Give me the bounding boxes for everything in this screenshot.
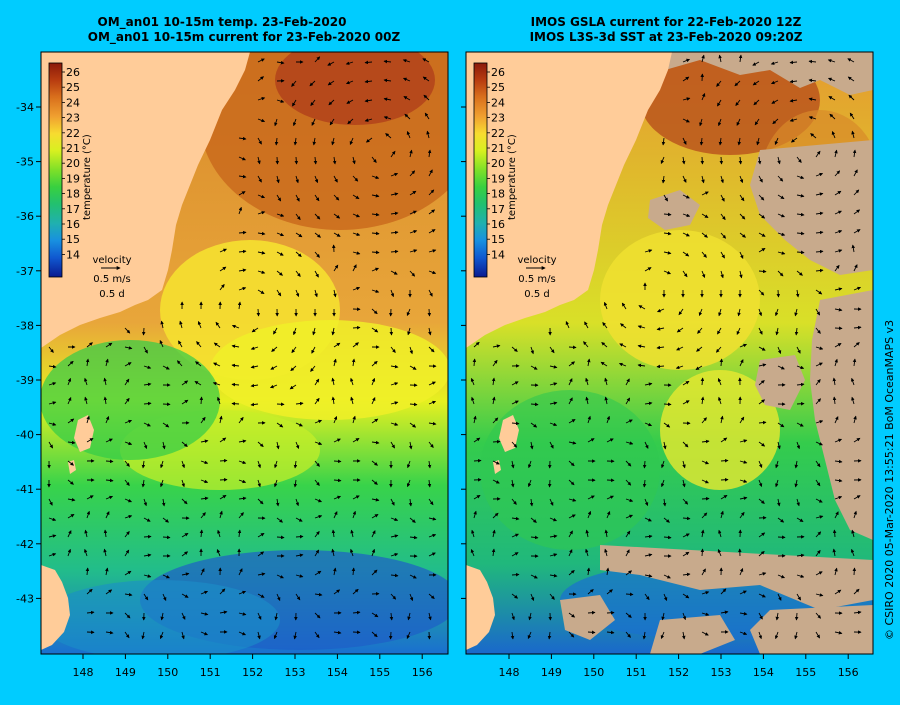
- right-velocity-speed: 0.5 m/s: [518, 274, 555, 285]
- left-lat-tick: -34: [16, 101, 34, 114]
- right-colorbar-tick: 18: [491, 188, 505, 201]
- right-colorbar-tick: 19: [491, 172, 505, 185]
- right-lon-tick: 155: [795, 666, 816, 679]
- left-colorbar-tick: 23: [66, 112, 80, 125]
- left-lat-tick: -42: [16, 538, 34, 551]
- left-colorbar-unit: temperature (°C): [82, 134, 93, 220]
- right-lon-tick: 151: [626, 666, 647, 679]
- right-colorbar-tick: 15: [491, 233, 505, 246]
- right-colorbar-unit: temperature (°C): [507, 134, 518, 220]
- left-colorbar-tick: 14: [66, 248, 80, 261]
- left-colorbar-tick: 26: [66, 66, 80, 79]
- right-colorbar-tick: 21: [491, 142, 505, 155]
- left-lon-tick: 153: [285, 666, 306, 679]
- left-colorbar-tick: 22: [66, 127, 80, 140]
- left-colorbar-tick: 19: [66, 172, 80, 185]
- left-lon-tick: 152: [242, 666, 263, 679]
- right-colorbar-tick: 16: [491, 218, 505, 231]
- right-colorbar-tick: 22: [491, 127, 505, 140]
- left-colorbar-tick: 25: [66, 81, 80, 94]
- left-lat-tick: -43: [16, 592, 34, 605]
- right-lon-tick: 150: [583, 666, 604, 679]
- left-lat-axis: -34 -35 -36 -37 -38 -39 -40 -41 -42 -43: [16, 101, 41, 605]
- right-colorbar-tick: 24: [491, 96, 505, 109]
- left-lon-tick: 150: [157, 666, 178, 679]
- left-panel: OM_an01 10-15m temp. 23-Feb-2020 OM_an01…: [16, 10, 480, 679]
- right-velocity-duration: 0.5 d: [524, 289, 549, 300]
- left-lon-tick: 156: [412, 666, 433, 679]
- left-colorbar-tick: 24: [66, 96, 80, 109]
- right-colorbar-tick: 14: [491, 248, 505, 261]
- left-colorbar-tick: 21: [66, 142, 80, 155]
- left-lat-tick: -35: [16, 156, 34, 169]
- right-colorbar-tick: 17: [491, 203, 505, 216]
- left-lat-tick: -38: [16, 319, 34, 332]
- right-map-area: [466, 45, 880, 654]
- right-title-line1: IMOS GSLA current for 22-Feb-2020 12Z: [531, 15, 802, 29]
- left-velocity-title: velocity: [92, 255, 131, 266]
- left-colorbar-tick: 16: [66, 218, 80, 231]
- left-lat-tick: -39: [16, 374, 34, 387]
- right-lon-axis: 148 149 150 151 152 153 154 155 156: [499, 654, 859, 679]
- left-lat-tick: -37: [16, 265, 34, 278]
- right-lon-tick: 152: [668, 666, 689, 679]
- right-lon-tick: 149: [541, 666, 562, 679]
- left-colorbar-tick: 18: [66, 188, 80, 201]
- right-lon-tick: 154: [753, 666, 774, 679]
- left-lon-tick: 154: [327, 666, 348, 679]
- left-velocity-speed: 0.5 m/s: [93, 274, 130, 285]
- right-colorbar-tick: 25: [491, 81, 505, 94]
- right-colorbar-tick: 20: [491, 157, 505, 170]
- right-lon-tick: 156: [838, 666, 859, 679]
- right-lon-tick: 148: [499, 666, 520, 679]
- left-colorbar-tick: 17: [66, 203, 80, 216]
- right-title-line2: IMOS L3S-3d SST at 23-Feb-2020 09:20Z: [530, 30, 803, 44]
- right-panel: IMOS GSLA current for 22-Feb-2020 12Z IM…: [461, 15, 880, 679]
- right-lat-axis: [461, 107, 466, 598]
- left-lon-axis: 148 149 150 151 152 153 154 155 156: [73, 654, 433, 679]
- left-lon-tick: 149: [115, 666, 136, 679]
- right-colorbar-tick: 26: [491, 66, 505, 79]
- left-lon-tick: 155: [369, 666, 390, 679]
- left-lat-tick: -41: [16, 483, 34, 496]
- left-colorbar-tick: 20: [66, 157, 80, 170]
- right-lon-tick: 153: [711, 666, 732, 679]
- left-map-area: [40, 10, 480, 660]
- left-title-line1: OM_an01 10-15m temp. 23-Feb-2020: [98, 15, 347, 30]
- right-velocity-title: velocity: [517, 255, 556, 266]
- left-lat-tick: -40: [16, 429, 34, 442]
- left-lon-tick: 151: [200, 666, 221, 679]
- left-lon-tick: 148: [73, 666, 94, 679]
- left-lat-tick: -36: [16, 210, 34, 223]
- left-colorbar-tick: 15: [66, 233, 80, 246]
- left-title-line2: OM_an01 10-15m current for 23-Feb-2020 0…: [88, 30, 401, 45]
- right-colorbar-tick: 23: [491, 112, 505, 125]
- left-velocity-duration: 0.5 d: [99, 289, 124, 300]
- credit-text: © CSIRO 2020 05-Mar-2020 13:55:21 BoM Oc…: [883, 320, 896, 640]
